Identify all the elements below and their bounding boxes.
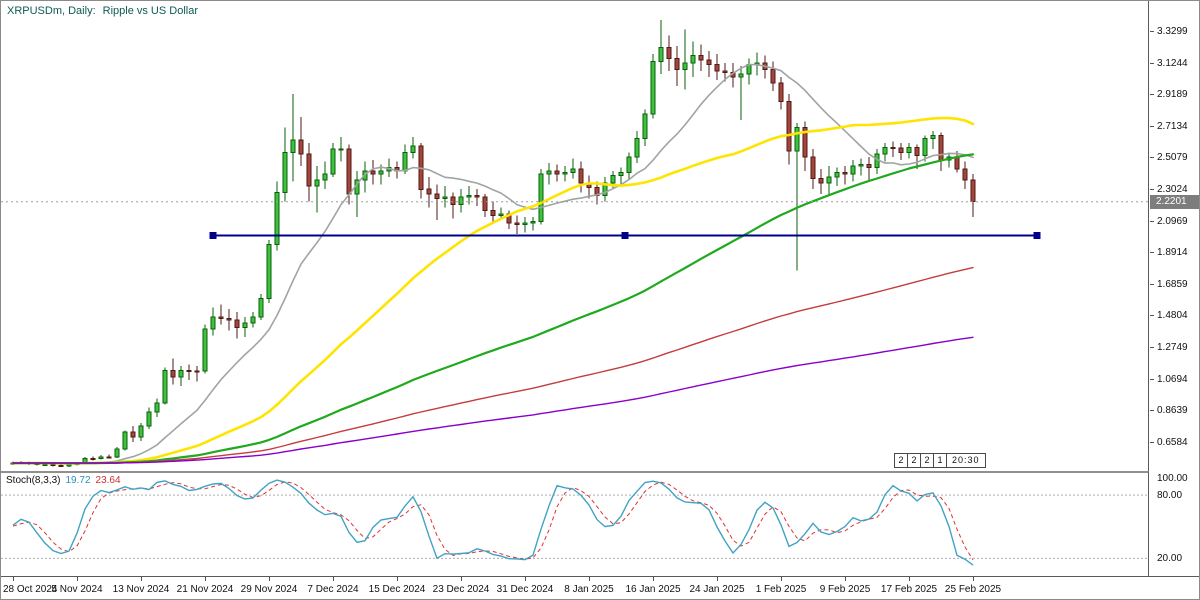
stoch-main-line [12, 479, 974, 566]
axis-tick [1150, 94, 1154, 96]
axis-tick [1150, 62, 1154, 64]
horizontal-support-line[interactable] [209, 232, 1041, 240]
chart-symbol-description: Ripple vs US Dollar [102, 5, 198, 17]
indicator-label: Stoch(8,3,3) 19.72 23.64 [6, 475, 121, 486]
price-axis[interactable]: 2.2201 3.3299 3.1244 2.9189 2.7134 2.5079 2.3… [1150, 1, 1199, 471]
stoch-axis-label: 80.00 [1157, 490, 1183, 502]
time-axis-label: 1 Feb 2025 [755, 584, 807, 595]
time-axis-label: 24 Jan 2025 [689, 584, 745, 595]
ma-yellow-line [11, 116, 975, 465]
main-chart-pane: XRPUSDm, Daily: Ripple vs US Dollar 2 2 2… [1, 1, 1149, 471]
price-axis-label: 3.3299 [1157, 26, 1188, 37]
time-axis-label: 7 Dec 2024 [307, 584, 359, 595]
axis-tick [77, 577, 78, 581]
axis-tick [269, 577, 270, 581]
price-axis-label: 1.6859 [1157, 278, 1188, 290]
axis-tick [1150, 441, 1154, 443]
ma-green-line [11, 153, 975, 465]
countdown-cell: 2 [895, 454, 908, 467]
axis-tick [653, 577, 654, 581]
price-axis-label: 2.7134 [1157, 120, 1188, 132]
price-axis-label: 1.8914 [1157, 247, 1188, 259]
countdown-time: 20:30 [952, 455, 980, 465]
axis-tick [1150, 220, 1154, 222]
time-axis-label: 8 Jan 2025 [564, 584, 614, 595]
current-price-badge: 2.2201 [1150, 194, 1199, 209]
time-axis-label: 9 Feb 2025 [819, 584, 871, 595]
time-axis-label: 5 Nov 2024 [51, 584, 103, 595]
axis-tick [397, 577, 398, 581]
price-axis-label: 1.4804 [1157, 310, 1188, 322]
time-axis-label: 28 Oct 2024 [3, 584, 58, 595]
price-axis-label: 2.3024 [1157, 184, 1188, 195]
axis-tick [1150, 410, 1154, 412]
time-axis-label: 17 Feb 2025 [880, 584, 938, 595]
ma-gray-line [12, 63, 974, 465]
ma-purple-line [12, 336, 974, 464]
stochastic-axis[interactable]: 100.00 80.00 20.00 [1150, 473, 1199, 576]
support-line-handle[interactable] [621, 232, 629, 240]
axis-tick [589, 577, 590, 581]
stoch-signal-line [12, 481, 974, 561]
price-axis-label: 3.1244 [1157, 57, 1188, 69]
price-axis-label: 2.9189 [1157, 89, 1188, 101]
countdown-cell: 2 [921, 454, 934, 467]
stoch-axis-label: 20.00 [1157, 553, 1183, 565]
price-axis-label: 0.6584 [1157, 436, 1188, 448]
stochastic-canvas[interactable] [1, 473, 1149, 576]
price-axis-label: 2.5079 [1157, 152, 1188, 164]
stochastic-panel: Stoch(8,3,3) 19.72 23.64 [1, 471, 1149, 576]
axis-tick [141, 577, 142, 581]
time-axis-label: 25 Feb 2025 [944, 584, 1002, 595]
support-line-handle[interactable] [209, 232, 217, 240]
axis-tick [845, 577, 846, 581]
time-axis-label: 15 Dec 2024 [368, 584, 426, 595]
axis-tick [461, 577, 462, 581]
candle-countdown-box: 2 2 2 1 20:30 [894, 453, 986, 468]
countdown-cell: 1 [934, 454, 947, 467]
time-axis[interactable]: 28 Oct 2024 5 Nov 2024 13 Nov 2024 21 Nov 2… [1, 576, 1199, 599]
ma-red-line [12, 266, 974, 464]
support-line-handle[interactable] [1033, 232, 1041, 240]
time-axis-label: 21 Nov 2024 [176, 584, 234, 595]
chart-title: XRPUSDm, Daily: Ripple vs US Dollar [7, 5, 198, 17]
time-axis-label: 31 Dec 2024 [496, 584, 554, 595]
indicator-name: Stoch(8,3,3) [6, 475, 61, 486]
axis-tick [205, 577, 206, 581]
axis-tick [973, 577, 974, 581]
time-axis-label: 23 Dec 2024 [432, 584, 490, 595]
time-axis-label: 13 Nov 2024 [112, 584, 170, 595]
price-axis-label: 1.0694 [1157, 373, 1188, 385]
axis-tick [1150, 31, 1154, 32]
chart-symbol-period: XRPUSDm, Daily: [7, 5, 96, 17]
axis-tick [1150, 125, 1154, 127]
price-axis-label: 0.8639 [1157, 405, 1188, 417]
price-axis-label: 2.0969 [1157, 215, 1188, 227]
axis-tick [781, 577, 782, 581]
price-chart-canvas[interactable] [1, 1, 1149, 471]
axis-tick [1150, 189, 1154, 190]
countdown-cell: 2 [908, 454, 921, 467]
indicator-d-value: 23.64 [95, 475, 121, 486]
axis-tick [1150, 157, 1154, 159]
axis-tick [1150, 315, 1154, 317]
axis-tick [1150, 252, 1154, 254]
axis-tick [525, 577, 526, 581]
price-axis-label: 1.2749 [1157, 342, 1188, 353]
axis-tick [1150, 378, 1154, 380]
axis-tick [1150, 347, 1154, 348]
candles-layer [10, 20, 976, 468]
time-axis-label: 16 Jan 2025 [625, 584, 681, 595]
indicator-k-value: 19.72 [65, 475, 91, 486]
axis-tick [13, 577, 14, 581]
axis-tick [717, 577, 718, 581]
stoch-axis-label: 100.00 [1157, 473, 1188, 484]
axis-tick [333, 577, 334, 581]
axis-tick [1150, 283, 1154, 285]
time-axis-label: 29 Nov 2024 [240, 584, 298, 595]
axis-tick [909, 577, 910, 581]
